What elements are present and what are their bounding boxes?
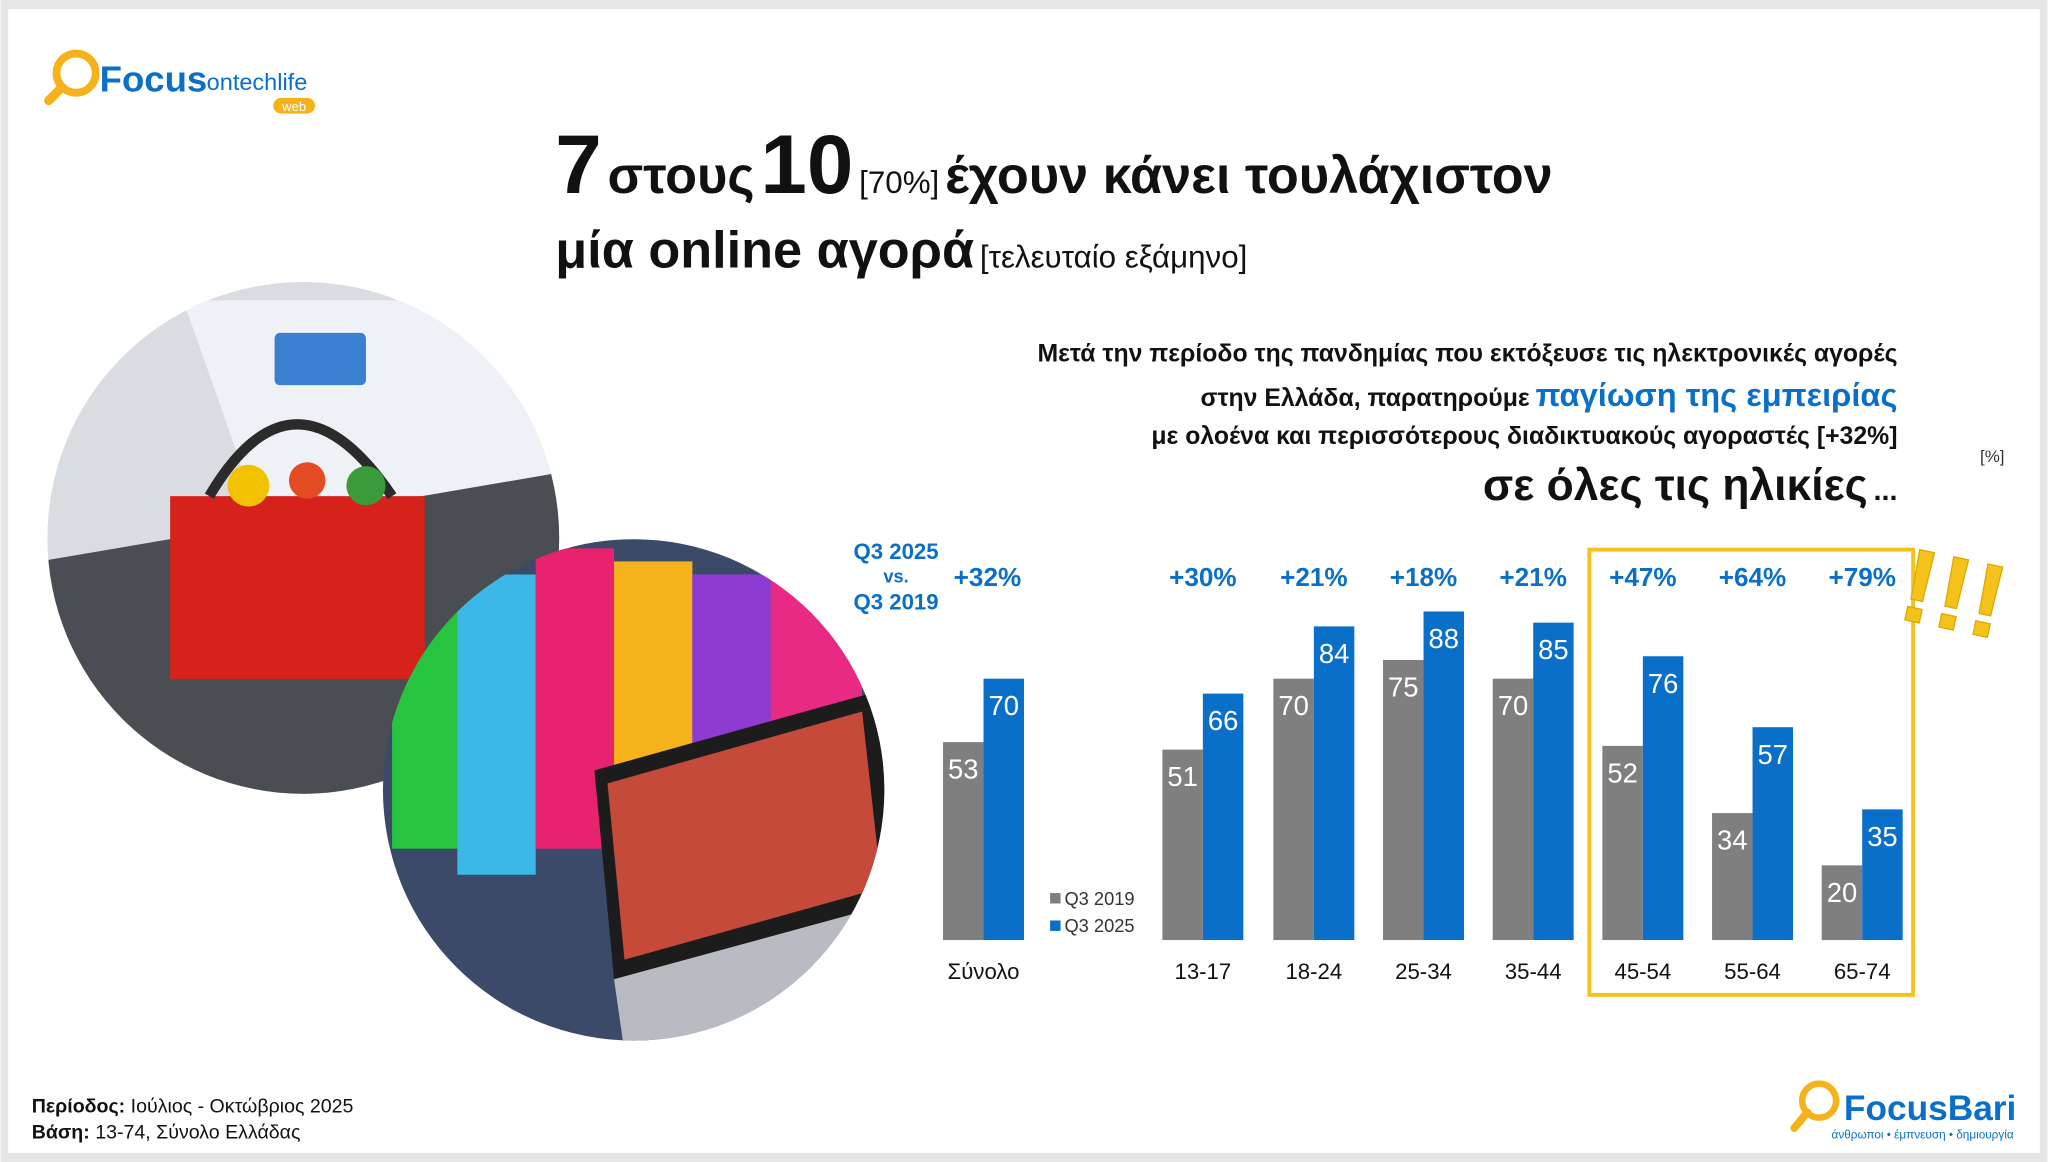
value-label: 70 xyxy=(989,690,1019,721)
subtitle: σε όλες τις ηλικίες ... xyxy=(1483,461,1898,510)
brand-tagline: άνθρωποι • έμπνευση • δημιουργία xyxy=(1832,1128,2014,1141)
highlight-box xyxy=(1587,547,1916,997)
subtitle-highlight: παγίωση της εμπειρίας xyxy=(1535,376,1897,413)
bar xyxy=(1712,813,1753,941)
title-part: μία online αγορά xyxy=(555,222,974,280)
value-label: 88 xyxy=(1429,623,1459,654)
bar xyxy=(1162,749,1203,941)
bar xyxy=(1492,678,1534,941)
change-label: +64% xyxy=(1719,562,1787,592)
change-label: +21% xyxy=(1280,562,1348,592)
bar xyxy=(1862,809,1903,941)
value-label: 70 xyxy=(1498,690,1528,721)
subtitle: στην Ελλάδα, παρατηρούμε παγίωση της εμπ… xyxy=(1200,376,1897,413)
bar xyxy=(1423,611,1464,941)
value-label: 76 xyxy=(1648,668,1678,699)
subtitle-part: ... xyxy=(1874,475,1898,507)
logo-icon xyxy=(52,49,100,97)
x-tick-label: 13-17 xyxy=(1174,959,1231,984)
logo-text: ontechlife xyxy=(207,69,308,95)
legend-swatch xyxy=(1050,920,1061,931)
footer: Περίοδος: Ιούλιος - Οκτώβριος 2025 xyxy=(32,1095,354,1117)
x-tick-label: 65-74 xyxy=(1834,959,1891,984)
value-label: 34 xyxy=(1717,825,1747,856)
value-label: 70 xyxy=(1278,690,1308,721)
bar xyxy=(1202,693,1244,941)
logo-text: Focus xyxy=(100,58,208,99)
brand-icon xyxy=(1790,1108,1812,1132)
change-label: +18% xyxy=(1390,562,1458,592)
comparison-label: vs. xyxy=(883,565,908,586)
footer-label: Βάση: xyxy=(32,1121,90,1143)
comparison-label: Q3 2019 xyxy=(853,590,938,615)
bar xyxy=(1383,659,1424,941)
value-label: 75 xyxy=(1388,672,1418,703)
value-label: 35 xyxy=(1867,821,1897,852)
value-label: 57 xyxy=(1758,739,1788,770)
legend-swatch xyxy=(1050,893,1061,904)
x-tick-label: Σύνολο xyxy=(948,959,1020,984)
value-label: 52 xyxy=(1607,757,1637,788)
change-label: +30% xyxy=(1169,562,1237,592)
value-label: 85 xyxy=(1538,634,1568,665)
value-label: 53 xyxy=(948,754,978,785)
change-label: +79% xyxy=(1828,562,1896,592)
x-tick-label: 18-24 xyxy=(1285,959,1342,984)
change-label: +21% xyxy=(1499,562,1567,592)
footer-text: 13-74, Σύνολο Ελλάδας xyxy=(95,1121,300,1143)
title-part: [70%] xyxy=(859,165,939,200)
title-part: 7 xyxy=(555,117,601,211)
logo-tag: web xyxy=(281,99,306,114)
brand-icon xyxy=(1798,1080,1840,1121)
logo-tag-bg xyxy=(273,97,316,114)
value-label: 51 xyxy=(1167,761,1197,792)
brand-name: FocusBari xyxy=(1844,1089,2016,1128)
bar xyxy=(1821,865,1863,941)
photo-bags xyxy=(382,539,885,1041)
bar xyxy=(1313,626,1355,941)
bar xyxy=(1752,727,1794,941)
subtitle: με ολοένα και περισσότερους διαδικτυακού… xyxy=(1151,423,1897,450)
x-tick-label: 45-54 xyxy=(1614,959,1671,984)
exclamation: !!! xyxy=(1891,526,2017,662)
value-label: 66 xyxy=(1208,705,1238,736)
bar xyxy=(1273,678,1314,941)
bar xyxy=(943,742,984,941)
bar xyxy=(1602,745,1643,941)
footer-label: Περίοδος: xyxy=(32,1095,125,1117)
unit-label: [%] xyxy=(1980,447,2005,466)
bar xyxy=(1533,622,1574,941)
x-tick-label: 35-44 xyxy=(1505,959,1562,984)
footer-text: Ιούλιος - Οκτώβριος 2025 xyxy=(131,1095,354,1117)
x-tick-label: 25-34 xyxy=(1395,959,1452,984)
bar xyxy=(1642,656,1684,941)
footer: Βάση: 13-74, Σύνολο Ελλάδας xyxy=(32,1121,301,1143)
title-part: [τελευταίο εξάμηνο] xyxy=(980,240,1247,275)
title-part: 10 xyxy=(760,117,853,211)
value-label: 84 xyxy=(1319,638,1349,669)
comparison-label: Q3 2025 xyxy=(853,539,938,564)
x-tick-label: 55-64 xyxy=(1724,959,1781,984)
title-line: μία online αγορά [τελευταίο εξάμηνο] xyxy=(555,222,1247,280)
title-part: έχουν κάνει τουλάχιστον xyxy=(945,147,1553,205)
legend-label: Q3 2025 xyxy=(1064,915,1134,936)
change-label: +47% xyxy=(1609,562,1677,592)
subtitle: Μετά την περίοδο της πανδημίας που εκτόξ… xyxy=(1037,341,1897,368)
legend-label: Q3 2019 xyxy=(1064,888,1134,909)
bar xyxy=(983,678,1024,941)
change-label: +32% xyxy=(954,562,1022,592)
subtitle-part: στην Ελλάδα, παρατηρούμε xyxy=(1200,385,1529,412)
title-part: στους xyxy=(608,147,755,205)
subtitle-part: σε όλες τις ηλικίες xyxy=(1483,461,1868,510)
title-line: 7 στους 10 [70%] έχουν κάνει τουλάχιστον xyxy=(555,117,1552,211)
logo-icon xyxy=(44,82,67,106)
value-label: 20 xyxy=(1827,877,1857,908)
